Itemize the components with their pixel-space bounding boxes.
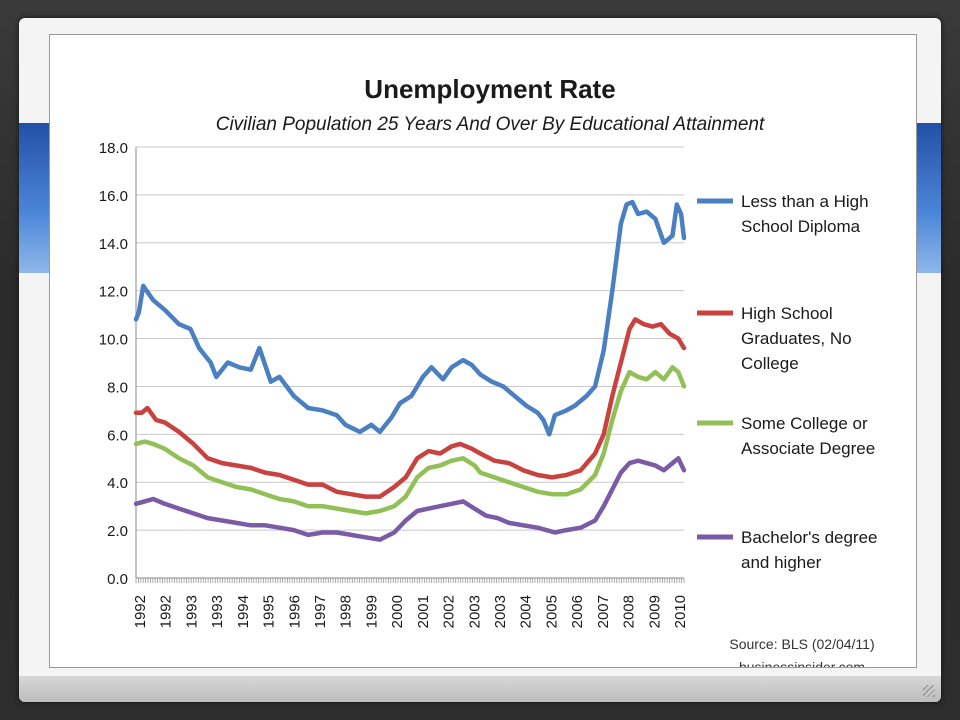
y-tick-label: 8.0	[107, 379, 128, 396]
legend-label: College	[741, 354, 799, 373]
legend-label: School Diploma	[741, 217, 861, 236]
series-line-0	[133, 199, 687, 437]
chart-subtitle: Civilian Population 25 Years And Over By…	[216, 114, 765, 135]
x-tick-label: 2003	[492, 595, 509, 628]
x-tick-label: 2004	[518, 595, 535, 628]
y-tick-label: 14.0	[99, 236, 128, 253]
x-tick-label: 1996	[286, 595, 303, 628]
y-tick-label: 16.0	[99, 188, 128, 205]
x-tick-label: 2005	[543, 595, 560, 628]
chart-frame: Unemployment Rate Civilian Population 25…	[49, 34, 917, 675]
y-tick-label: 18.0	[99, 140, 128, 157]
unemployment-chart: Unemployment Rate Civilian Population 25…	[99, 74, 878, 675]
series-line-1	[133, 317, 687, 499]
legend-label: Bachelor's degree	[741, 528, 878, 547]
x-tick-label: 1999	[363, 595, 380, 628]
x-tick-label: 1997	[312, 595, 329, 628]
y-tick-label: 2.0	[107, 523, 128, 540]
slide: Unemployment Rate Civilian Population 25…	[19, 18, 941, 702]
series-line-3	[133, 456, 687, 542]
x-tick-label: 2010	[672, 595, 689, 628]
x-tick-label: 1992	[158, 595, 175, 628]
x-tick-label: 1995	[261, 595, 278, 628]
slide-accent-band-right	[915, 123, 941, 273]
legend-label: Some College or	[741, 414, 868, 433]
series-lines	[133, 199, 687, 542]
legend-label: Less than a High	[741, 192, 869, 211]
legend-label: and higher	[741, 553, 822, 572]
legend-label: Associate Degree	[741, 439, 875, 458]
source-site: businessinsider.com	[739, 659, 865, 667]
slide-bottom-bar	[19, 676, 941, 702]
source-text: Source: BLS (02/04/11)	[729, 636, 874, 652]
legend: Less than a High School Diploma High Schoo…	[697, 192, 878, 572]
x-tick-label: 1994	[235, 595, 252, 628]
y-tick-label: 0.0	[107, 571, 128, 588]
series-line-2	[133, 365, 687, 516]
x-tick-label: 2008	[621, 595, 638, 628]
x-tick-label: 1993	[183, 595, 200, 628]
x-tick-label: 1992	[132, 595, 149, 628]
x-tick-label: 2007	[595, 595, 612, 628]
slide-accent-band-left	[19, 123, 49, 273]
x-axis-ticks: 1992 1992 1993 1993 1994 1995 1996 1997 1998 1999…	[132, 595, 689, 628]
x-tick-label: 2000	[389, 595, 406, 628]
y-tick-label: 10.0	[99, 332, 128, 349]
chart-title: Unemployment Rate	[364, 74, 615, 104]
x-tick-label: 2001	[415, 595, 432, 628]
resize-grip-icon[interactable]	[923, 685, 935, 697]
x-tick-label: 2002	[441, 595, 458, 628]
x-tick-label: 2006	[569, 595, 586, 628]
x-tick-label: 1998	[338, 595, 355, 628]
y-tick-label: 6.0	[107, 427, 128, 444]
legend-label: Graduates, No	[741, 329, 852, 348]
y-tick-label: 4.0	[107, 475, 128, 492]
x-tick-label: 2009	[646, 595, 663, 628]
legend-label: High School	[741, 304, 833, 323]
x-tick-label: 2003	[466, 595, 483, 628]
y-axis-ticks: 0.0 2.0 4.0 6.0 8.0 10.0 12.0 14.0 16.0 18.0	[99, 140, 128, 588]
y-tick-label: 12.0	[99, 284, 128, 301]
x-tick-label: 1993	[209, 595, 226, 628]
